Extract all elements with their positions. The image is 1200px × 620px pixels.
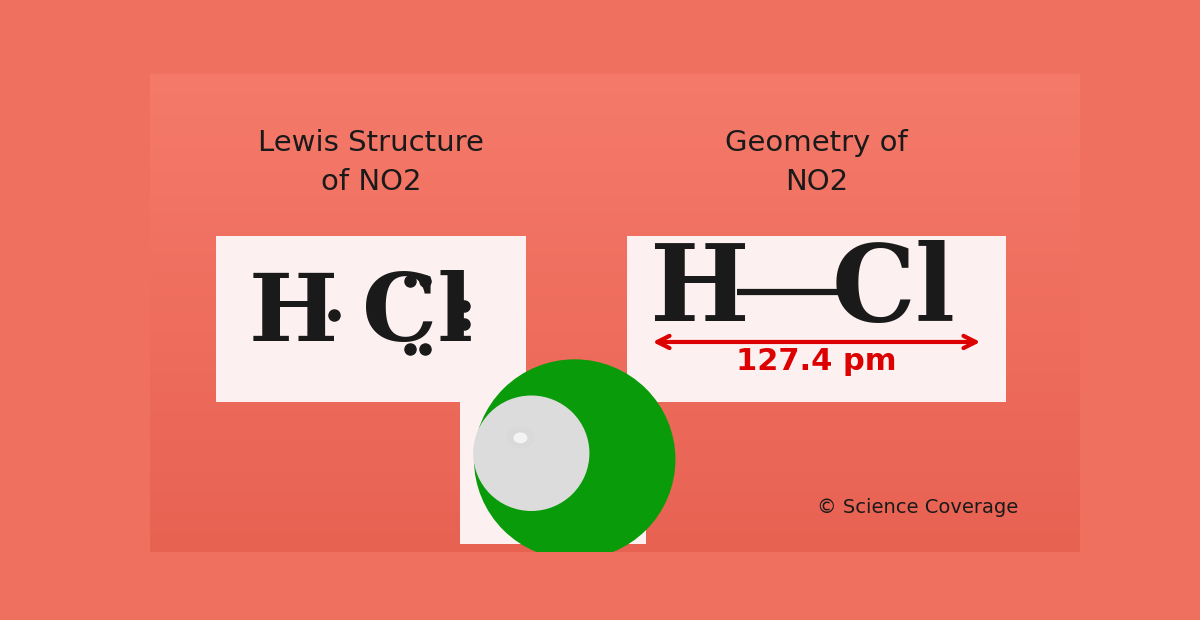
Ellipse shape <box>568 441 593 466</box>
Ellipse shape <box>498 381 654 536</box>
Ellipse shape <box>482 404 580 501</box>
Text: Cl: Cl <box>361 270 473 360</box>
Ellipse shape <box>479 364 671 554</box>
Ellipse shape <box>500 383 652 533</box>
Ellipse shape <box>535 414 622 498</box>
Ellipse shape <box>541 418 617 493</box>
Ellipse shape <box>511 392 642 522</box>
Ellipse shape <box>505 428 552 474</box>
Text: Lewis Structure
of NO2: Lewis Structure of NO2 <box>258 130 484 197</box>
Ellipse shape <box>509 432 548 470</box>
Ellipse shape <box>530 409 626 503</box>
Ellipse shape <box>476 361 673 557</box>
Ellipse shape <box>538 415 619 496</box>
Ellipse shape <box>570 444 590 464</box>
Ellipse shape <box>490 373 661 544</box>
Ellipse shape <box>497 419 563 484</box>
Ellipse shape <box>473 396 589 511</box>
Ellipse shape <box>475 397 587 509</box>
Ellipse shape <box>511 433 546 468</box>
Ellipse shape <box>518 440 538 459</box>
Ellipse shape <box>479 401 583 505</box>
Ellipse shape <box>520 442 535 458</box>
Ellipse shape <box>480 402 581 503</box>
Ellipse shape <box>565 439 595 469</box>
Ellipse shape <box>522 444 534 456</box>
Text: Geometry of
NO2: Geometry of NO2 <box>725 130 908 197</box>
Ellipse shape <box>516 438 540 462</box>
Ellipse shape <box>520 399 635 515</box>
Ellipse shape <box>493 376 659 541</box>
Ellipse shape <box>522 407 628 512</box>
Text: Cl: Cl <box>832 241 956 343</box>
Bar <box>216 236 526 402</box>
Ellipse shape <box>578 451 583 456</box>
Ellipse shape <box>546 423 612 488</box>
Ellipse shape <box>526 448 529 451</box>
Ellipse shape <box>500 422 558 480</box>
Ellipse shape <box>476 399 586 507</box>
Bar <box>626 236 1007 402</box>
Ellipse shape <box>514 394 640 520</box>
Text: H: H <box>248 270 338 360</box>
Ellipse shape <box>487 410 572 495</box>
Ellipse shape <box>482 366 668 552</box>
Ellipse shape <box>524 404 630 509</box>
Ellipse shape <box>494 417 565 486</box>
Ellipse shape <box>517 397 637 517</box>
Ellipse shape <box>474 360 676 559</box>
Ellipse shape <box>554 430 605 480</box>
Ellipse shape <box>524 446 532 453</box>
Ellipse shape <box>542 427 564 443</box>
Ellipse shape <box>522 402 632 511</box>
Ellipse shape <box>498 420 560 482</box>
Ellipse shape <box>514 433 528 443</box>
Ellipse shape <box>572 446 588 461</box>
Ellipse shape <box>485 369 666 549</box>
Text: 127.4 pm: 127.4 pm <box>737 347 896 376</box>
Ellipse shape <box>503 385 649 530</box>
Ellipse shape <box>528 406 628 507</box>
Ellipse shape <box>533 411 624 501</box>
Ellipse shape <box>491 414 569 490</box>
Ellipse shape <box>544 420 614 490</box>
Ellipse shape <box>500 422 563 484</box>
Ellipse shape <box>576 448 586 459</box>
Ellipse shape <box>487 371 664 546</box>
Ellipse shape <box>512 435 544 466</box>
Ellipse shape <box>502 424 557 478</box>
Ellipse shape <box>509 390 644 525</box>
Text: © Science Coverage: © Science Coverage <box>817 498 1018 516</box>
Ellipse shape <box>496 378 656 538</box>
Bar <box>460 390 646 544</box>
Ellipse shape <box>532 418 575 451</box>
Ellipse shape <box>506 427 534 449</box>
Ellipse shape <box>486 408 575 497</box>
Ellipse shape <box>490 412 571 492</box>
Ellipse shape <box>504 426 554 476</box>
Ellipse shape <box>506 388 647 528</box>
Ellipse shape <box>493 415 566 489</box>
Ellipse shape <box>552 427 607 482</box>
Ellipse shape <box>559 435 600 474</box>
Ellipse shape <box>548 425 610 485</box>
Ellipse shape <box>515 437 542 464</box>
Text: H: H <box>650 241 750 343</box>
Ellipse shape <box>562 437 598 472</box>
Ellipse shape <box>557 432 602 477</box>
Ellipse shape <box>484 406 577 498</box>
Ellipse shape <box>508 430 550 472</box>
